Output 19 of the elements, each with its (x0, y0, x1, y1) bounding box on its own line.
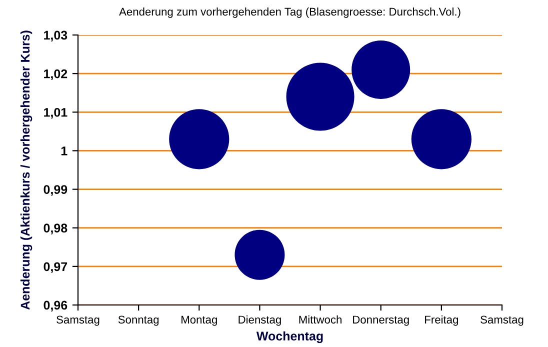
chart-title: Aenderung zum vorhergehenden Tag (Blasengroesse: Durchsch.Vol.) (119, 8, 460, 18)
x-tick-label: Dienstag (238, 315, 281, 326)
x-tick-label: Freitag (425, 315, 458, 326)
x-tick-label: Sonntag (118, 316, 159, 326)
x-tick-label: Montag (182, 316, 217, 326)
y-axis-title: Aenderung (Aktienkurs / vorhergehender Kurs) (20, 30, 32, 310)
y-tick-label: 1 (61, 146, 68, 156)
y-tick-label: 0,97 (44, 262, 68, 273)
y-tick-label: 1,01 (44, 108, 68, 119)
x-tick-label: Samstag (56, 316, 100, 326)
y-tick-label: 0,96 (44, 300, 68, 312)
y-tick-label: 1,02 (44, 69, 68, 80)
x-tick-label: Donnerstag (353, 316, 409, 326)
x-axis-title: Wochentag (256, 331, 323, 344)
x-tick-label: Samstag (480, 316, 524, 326)
y-tick-label: 0,98 (44, 224, 68, 234)
y-tick-label: 1,03 (44, 30, 68, 42)
y-tick-label: 0,99 (44, 185, 68, 196)
x-tick-label: Mittwoch (299, 315, 342, 324)
